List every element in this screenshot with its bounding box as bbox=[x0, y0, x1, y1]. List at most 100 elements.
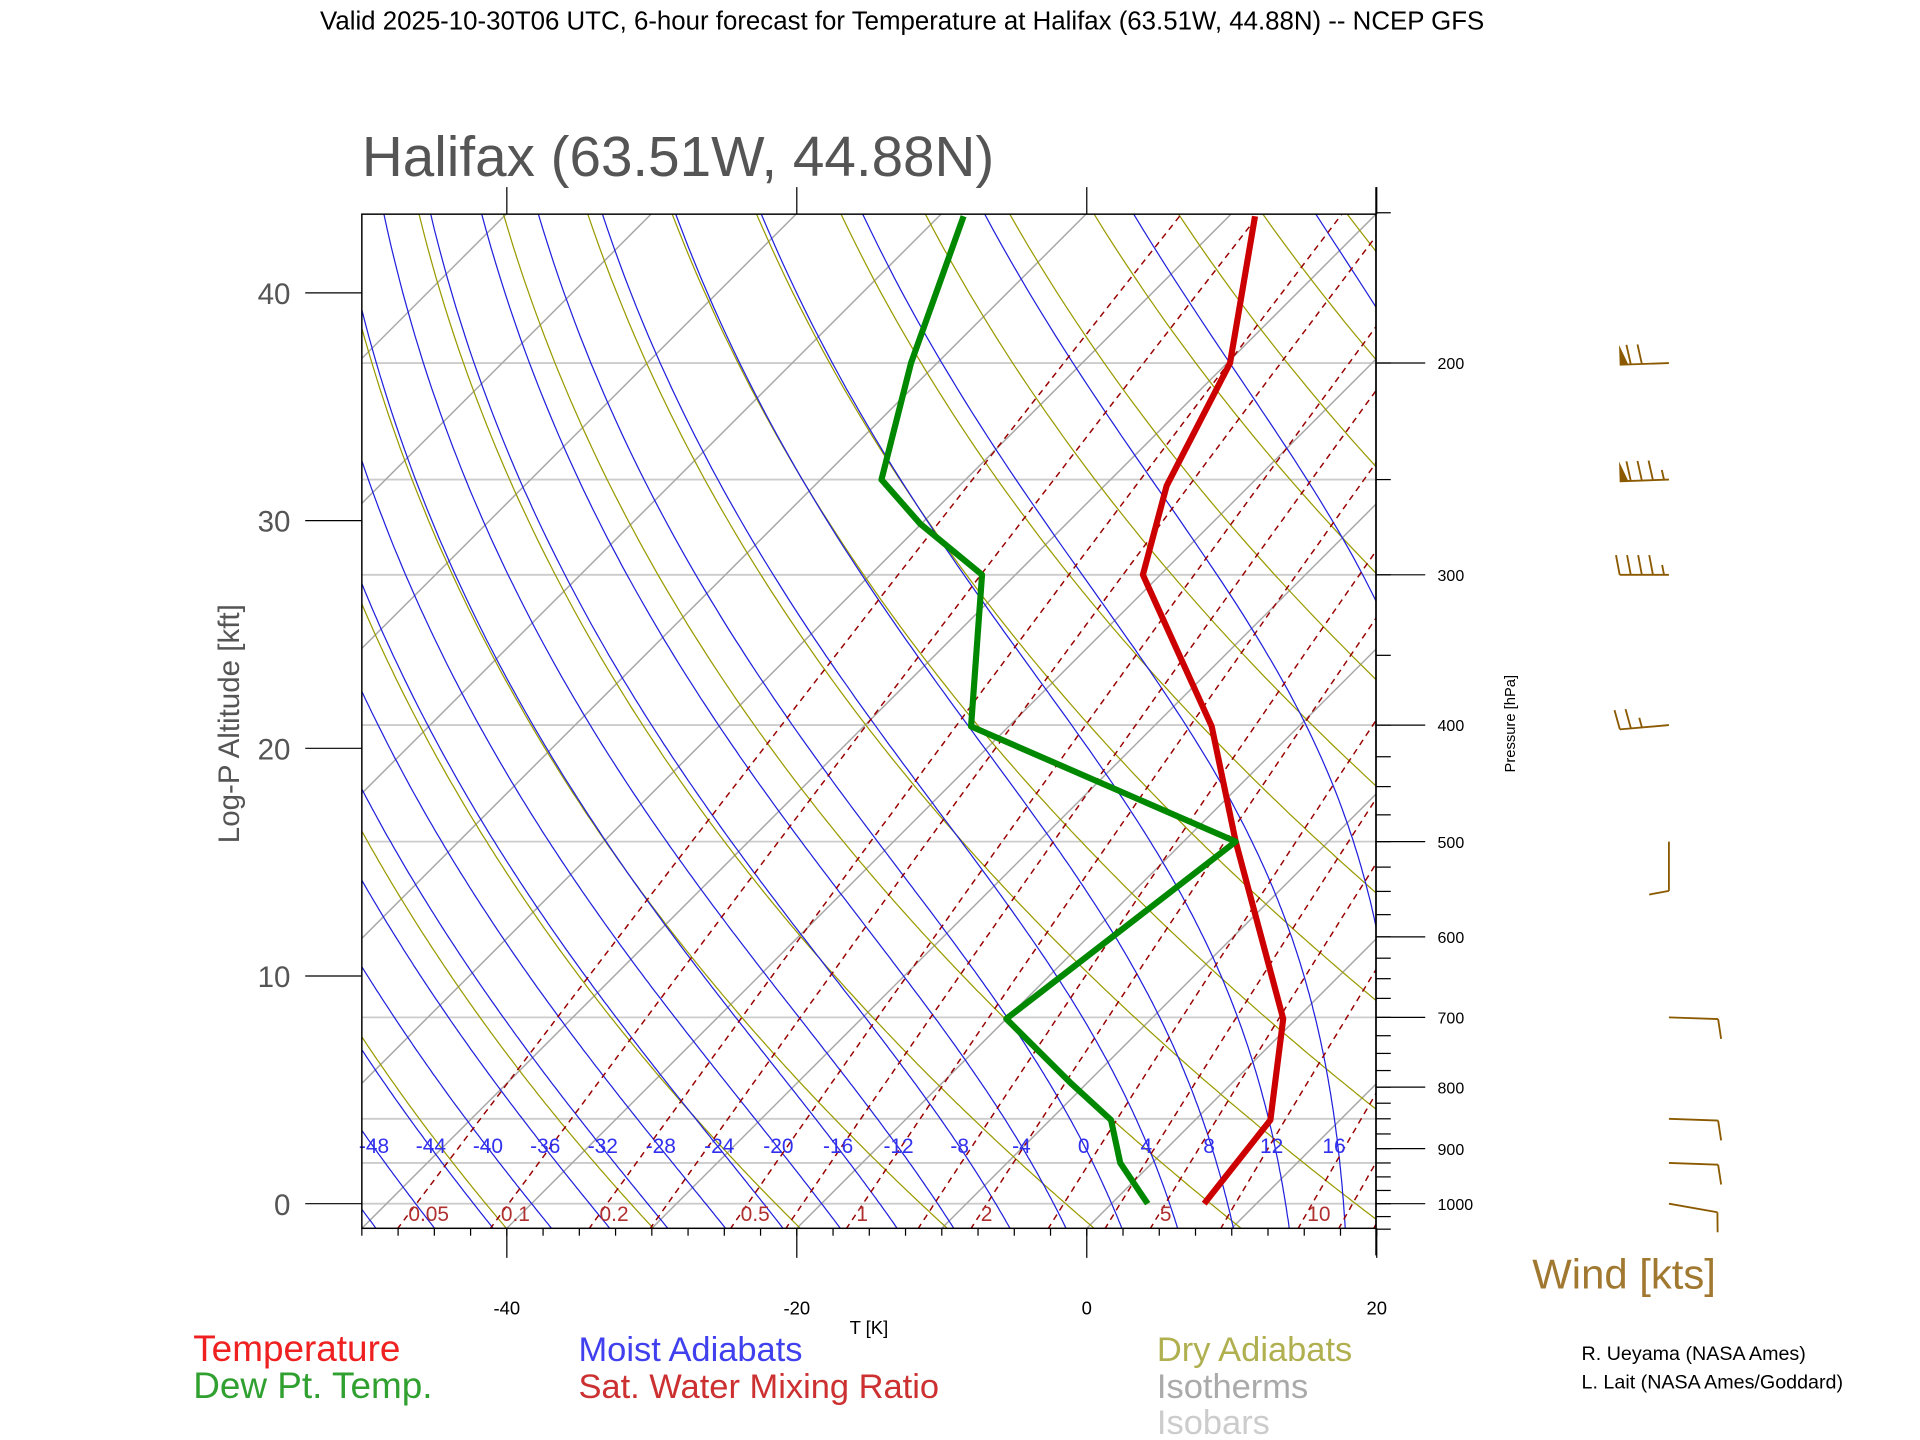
isotherm-line bbox=[1521, 195, 1920, 1229]
mixing-ratio-line bbox=[1372, 1222, 1376, 1229]
moist-adiabat-label: -40 bbox=[473, 1135, 503, 1158]
dry-adiabat-line bbox=[924, 214, 1376, 787]
moist-adiabat-line bbox=[430, 214, 1011, 1229]
moist-adiabat-line bbox=[1133, 214, 1376, 603]
isotherm-line bbox=[650, 503, 1376, 1229]
moist-adiabat-label: -8 bbox=[950, 1135, 969, 1158]
mixing-ratio-line bbox=[649, 235, 1376, 1229]
dry-adiabat-line bbox=[1262, 214, 1376, 361]
barb-half bbox=[1661, 564, 1665, 575]
legend-dry-adiabats: Dry Adiabats bbox=[1157, 1331, 1352, 1369]
wind-barb bbox=[1668, 1117, 1723, 1141]
barb-full bbox=[1625, 461, 1632, 482]
isotherm-line bbox=[361, 214, 653, 505]
moist-adiabat-line bbox=[760, 214, 1290, 1229]
wind-barb bbox=[1619, 460, 1669, 483]
moist-adiabat-line bbox=[361, 1208, 377, 1229]
background-lines bbox=[0, 195, 1920, 1229]
mixing-ratio-label: 5 bbox=[1160, 1203, 1172, 1226]
legend-temperature: Temperature bbox=[193, 1328, 400, 1369]
legend-isotherms: Isotherms bbox=[1157, 1368, 1308, 1406]
moist-adiabat-label: -28 bbox=[646, 1135, 676, 1158]
wind-barb bbox=[1613, 708, 1670, 731]
barb-half bbox=[1638, 717, 1643, 728]
pressure-tick-label: 200 bbox=[1438, 356, 1465, 373]
isotherm-line bbox=[0, 195, 235, 1229]
mixing-ratio-label: 0.05 bbox=[408, 1203, 449, 1226]
barb-full bbox=[1647, 460, 1654, 481]
barb-pennant bbox=[1619, 345, 1629, 365]
isotherm-line bbox=[795, 648, 1376, 1229]
pressure-tick-label: 300 bbox=[1438, 568, 1465, 585]
isotherm-line bbox=[0, 195, 90, 1229]
axes: 0.05 0.1 0.2 0.5 1 2 5 10-48 -44 -40 -36 -32 -28 -24-… bbox=[258, 187, 1473, 1318]
moist-adiabat-line bbox=[1685, 195, 1908, 1229]
chart-title: Halifax (63.51W, 44.88N) bbox=[362, 125, 994, 188]
mixing-ratio-line bbox=[729, 325, 1376, 1229]
wind-barb bbox=[1649, 841, 1670, 896]
profiles bbox=[878, 215, 1287, 1206]
legend-moist-adiabats: Moist Adiabats bbox=[578, 1331, 802, 1369]
barb-full bbox=[1626, 554, 1632, 575]
dry-adiabat-line bbox=[755, 214, 1376, 1002]
dry-adiabat-line bbox=[361, 1035, 508, 1229]
mixing-ratio-label: 0.5 bbox=[741, 1203, 770, 1226]
dry-adiabat-line bbox=[840, 214, 1376, 894]
moist-adiabat-label: 0 bbox=[1078, 1135, 1090, 1158]
barb-full bbox=[1615, 554, 1621, 575]
isotherm-line bbox=[361, 214, 1233, 1085]
x-tick-label: 20 bbox=[1366, 1297, 1387, 1318]
mixing-ratio-line bbox=[1047, 719, 1376, 1229]
moist-adiabat-line bbox=[361, 307, 898, 1229]
moist-adiabat-line bbox=[0, 195, 318, 1229]
dewpoint-line bbox=[878, 215, 1239, 1206]
barb-full bbox=[1648, 554, 1654, 575]
barb-full bbox=[1625, 344, 1632, 365]
dry-adiabat-line bbox=[1093, 214, 1376, 575]
pressure-tick-label: 500 bbox=[1438, 835, 1465, 852]
legend-mixing-ratio: Sat. Water Mixing Ratio bbox=[578, 1368, 939, 1406]
dry-adiabat-line bbox=[1500, 195, 1920, 1229]
pressure-tick-label: 700 bbox=[1438, 1011, 1465, 1028]
dry-adiabat-line bbox=[361, 829, 655, 1229]
moist-adiabat-line bbox=[361, 1048, 494, 1229]
wind-barbs bbox=[1613, 344, 1723, 1233]
isotherm-line bbox=[940, 793, 1376, 1229]
mixing-ratio-label: 0.2 bbox=[600, 1203, 629, 1226]
legend-isobars: Isobars bbox=[1157, 1404, 1270, 1440]
x-tick-label: -20 bbox=[783, 1297, 810, 1318]
temperature-line bbox=[1139, 215, 1287, 1206]
isotherm-line bbox=[361, 214, 1088, 940]
moist-adiabat-line bbox=[361, 1129, 436, 1229]
isotherm-line bbox=[1085, 938, 1376, 1229]
barb-full bbox=[1717, 1018, 1723, 1040]
wind-barb bbox=[1615, 554, 1669, 576]
moist-adiabat-line bbox=[361, 965, 553, 1229]
mixing-ratio-line bbox=[1297, 1091, 1376, 1229]
barb-full bbox=[1717, 1120, 1723, 1141]
mixing-ratio-line bbox=[1104, 797, 1376, 1229]
y2-axis-label: Pressure [hPa] bbox=[1503, 675, 1519, 773]
y-tick-label: 20 bbox=[258, 733, 291, 766]
legend-dewpoint: Dew Pt. Temp. bbox=[193, 1365, 432, 1406]
mixing-ratio-label: 1 bbox=[856, 1203, 868, 1226]
moist-adiabat-line bbox=[481, 214, 1067, 1229]
pressure-tick-label: 900 bbox=[1438, 1142, 1465, 1159]
mixing-ratio-line bbox=[845, 461, 1376, 1229]
barb-half bbox=[1660, 469, 1665, 480]
moist-adiabat-line bbox=[1628, 195, 1759, 1229]
isotherm-line bbox=[361, 214, 363, 215]
wind-label: Wind [kts] bbox=[1532, 1251, 1716, 1298]
dry-adiabat-line bbox=[418, 214, 1096, 1229]
barb-staff bbox=[1668, 1202, 1718, 1214]
dry-adiabat-line bbox=[1009, 214, 1376, 681]
moist-adiabat-line bbox=[361, 458, 842, 1229]
moist-adiabat-line bbox=[601, 214, 1179, 1229]
pressure-tick-label: 600 bbox=[1438, 930, 1465, 947]
x-tick-label: -40 bbox=[493, 1297, 520, 1318]
y-tick-label: 0 bbox=[274, 1189, 290, 1222]
barb-full bbox=[1717, 1164, 1723, 1185]
barb-pennant bbox=[1619, 461, 1629, 482]
isotherm-line bbox=[1230, 1083, 1376, 1229]
moist-adiabat-line bbox=[361, 787, 669, 1229]
